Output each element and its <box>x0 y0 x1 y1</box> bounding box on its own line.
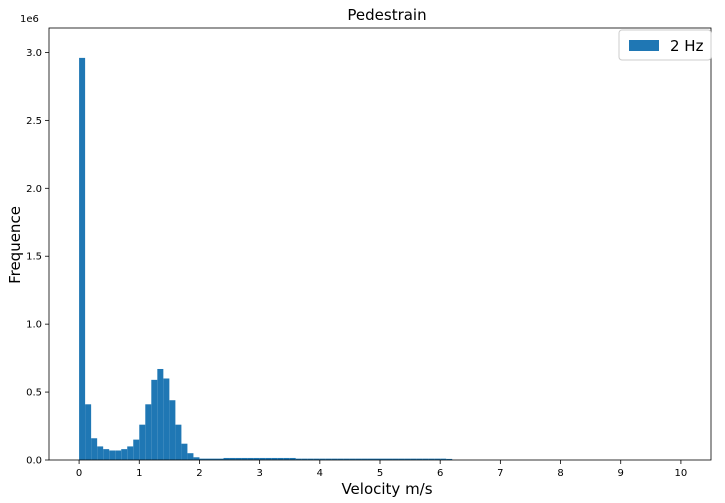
histogram-bar <box>115 450 122 460</box>
y-scale-multiplier: 1e6 <box>20 14 39 25</box>
histogram-bar <box>97 446 104 460</box>
histogram-bar <box>434 458 441 460</box>
histogram-bar <box>416 458 423 460</box>
x-tick-label: 3 <box>256 468 262 479</box>
histogram-bar <box>410 458 417 460</box>
x-tick-label: 8 <box>557 468 563 479</box>
histogram-bar <box>91 438 98 460</box>
histogram-bar <box>193 457 200 460</box>
x-axis-label: Velocity m/s <box>341 480 432 498</box>
histogram-bar <box>157 368 164 460</box>
x-tick-label: 9 <box>618 468 624 479</box>
histogram-bar <box>199 458 206 460</box>
histogram-bar <box>325 458 332 460</box>
histogram-bar <box>355 458 362 460</box>
plot-frame <box>48 27 712 461</box>
y-tick-label: 1.5 <box>26 252 42 263</box>
histogram-bar <box>367 458 374 460</box>
histogram-bar <box>127 446 134 460</box>
histogram-bar <box>151 379 158 460</box>
histogram-bar <box>343 458 350 460</box>
legend-frame <box>618 29 712 61</box>
histogram-bar <box>422 458 429 460</box>
x-tick-label: 5 <box>377 468 383 479</box>
x-tick-label: 7 <box>497 468 503 479</box>
histogram-bar <box>398 458 405 460</box>
histogram-bar <box>259 457 266 460</box>
histogram-bar <box>301 458 308 460</box>
histogram-bar <box>373 458 380 460</box>
histogram-bar <box>349 458 356 460</box>
legend-label: 2 Hz <box>670 37 704 55</box>
histogram-bar <box>446 458 453 460</box>
histogram-bar <box>205 458 212 460</box>
histogram-bar <box>211 458 218 460</box>
histogram-bar <box>253 457 260 460</box>
x-tick-label: 10 <box>675 468 688 479</box>
histogram-bar <box>121 449 128 460</box>
histogram-bar <box>175 424 182 460</box>
y-axis-label: Frequence <box>6 206 24 284</box>
histogram-bar <box>283 457 290 460</box>
x-tick-label: 1 <box>136 468 142 479</box>
histogram-bar <box>109 450 116 460</box>
histogram-bar <box>139 424 146 460</box>
histogram-bar <box>169 400 176 460</box>
legend-swatch <box>629 40 659 51</box>
y-tick-label: 2.0 <box>26 184 42 195</box>
histogram-bar <box>247 457 254 460</box>
histogram-bar <box>133 439 140 460</box>
histogram-bar <box>145 404 152 460</box>
x-tick-label: 0 <box>76 468 82 479</box>
histogram-bar <box>223 457 230 460</box>
histogram-bar <box>229 457 236 460</box>
histogram-bar <box>265 457 272 460</box>
histogram-bar <box>386 458 393 460</box>
histogram-bar <box>319 458 326 460</box>
histogram-bar <box>85 404 92 460</box>
histogram-bar <box>181 443 188 460</box>
histogram-bar <box>428 458 435 460</box>
histogram-bar <box>331 458 338 460</box>
histogram-bar <box>241 457 248 460</box>
histogram-bar <box>187 453 194 460</box>
histogram-bar <box>103 449 110 460</box>
histogram-bar <box>235 457 242 460</box>
legend: 2 Hz <box>618 29 712 61</box>
y-tick-label: 2.5 <box>26 116 42 127</box>
bars-group <box>79 57 453 461</box>
histogram-bar <box>361 458 368 460</box>
axes-group: 0 1 2 3 4 5 6 7 8 9 10 0.0 0.5 1.0 1.5 2.0 2.5 3.0 <box>26 27 712 479</box>
histogram-bar <box>440 458 447 460</box>
x-tick-label: 4 <box>317 468 323 479</box>
x-tick-label: 6 <box>437 468 443 479</box>
histogram-bar <box>79 57 86 461</box>
chart-title: Pedestrain <box>347 6 426 24</box>
histogram-bar <box>289 457 296 460</box>
y-tick-label: 0.5 <box>26 388 42 399</box>
histogram-bar <box>392 458 399 460</box>
histogram-bar <box>277 457 284 460</box>
histogram-bar <box>307 458 314 460</box>
histogram-bar <box>217 458 224 460</box>
histogram-bar <box>380 458 387 460</box>
y-tick-label: 0.0 <box>26 456 42 467</box>
histogram-bar <box>404 458 411 460</box>
histogram-bar <box>313 458 320 460</box>
y-tick-label: 3.0 <box>26 48 42 59</box>
x-tick-label: 2 <box>196 468 202 479</box>
histogram-bar <box>271 457 278 460</box>
histogram-bar <box>295 458 302 460</box>
y-tick-label: 1.0 <box>26 320 42 331</box>
histogram-bar <box>337 458 344 460</box>
histogram-bar <box>163 378 170 460</box>
